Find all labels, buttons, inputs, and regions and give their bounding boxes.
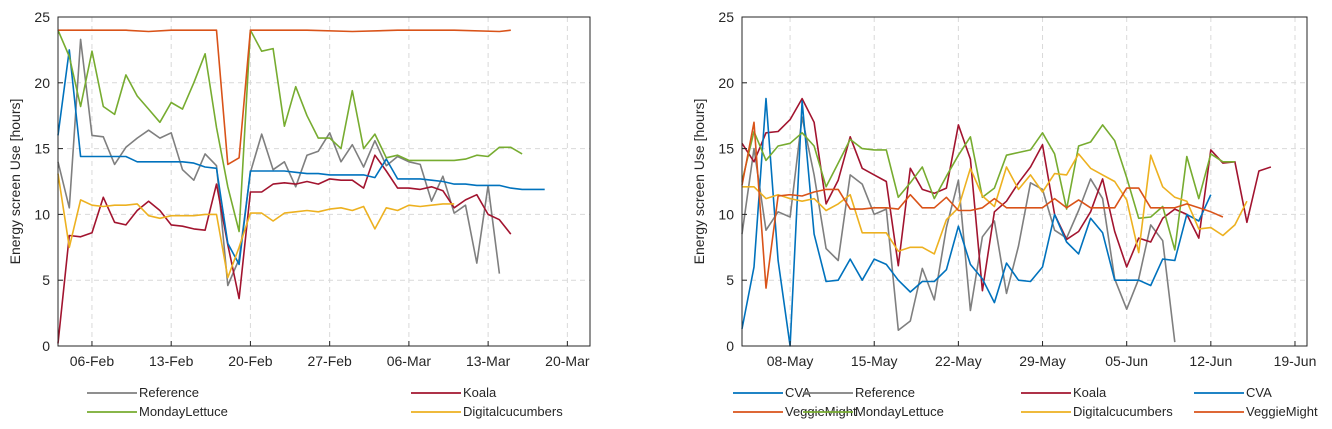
- series-line-cva: [741, 97, 1212, 347]
- legend-label: CVA: [1246, 385, 1272, 400]
- legend-label: Digitalcucumbers: [463, 404, 563, 419]
- x-tick-label: 22-May: [935, 353, 982, 369]
- x-tick-label: 13-Feb: [149, 353, 194, 369]
- y-tick-label: 5: [726, 272, 734, 288]
- y-tick-label: 10: [34, 206, 50, 222]
- y-tick-label: 0: [726, 338, 734, 354]
- axes-box: [57, 16, 591, 347]
- y-tick-label: 20: [718, 75, 734, 91]
- x-tick-label: 20-Mar: [545, 353, 590, 369]
- series-line-veggiemight: [741, 121, 1224, 289]
- legend-label: CVA: [785, 385, 811, 400]
- legend-label: MondayLettuce: [139, 404, 228, 419]
- y-tick-label: 0: [42, 338, 50, 354]
- legend-label: Reference: [139, 385, 199, 400]
- x-tick-label: 12-Jun: [1189, 353, 1232, 369]
- y-tick-label: 5: [42, 272, 50, 288]
- axes-box: [741, 16, 1308, 347]
- legend-label: Koala: [1073, 385, 1107, 400]
- x-tick-label: 06-Mar: [387, 353, 432, 369]
- chart-panel-2: 0 5 10 15 20 25 08-May 15-May 22-May 29-May 05-Jun…: [691, 9, 1318, 419]
- legend-label: Reference: [855, 385, 915, 400]
- series-line-digitalcucumbers: [742, 153, 1248, 255]
- y-axis-label: Energy screen Use [hours]: [7, 99, 23, 265]
- legend-label: Koala: [463, 385, 497, 400]
- series-line-mondaylettuce: [57, 29, 523, 233]
- series-line-cva: [57, 49, 545, 266]
- x-tick-label: 27-Feb: [307, 353, 352, 369]
- x-tick-label: 06-Feb: [70, 353, 115, 369]
- series-line-mondaylettuce: [741, 124, 1235, 251]
- x-tick-label: 08-May: [767, 353, 814, 369]
- x-tick-label: 29-May: [1019, 353, 1066, 369]
- x-tick-label: 20-Feb: [228, 353, 273, 369]
- y-tick-label: 15: [718, 141, 734, 157]
- chart-panel-1: 0 5 10 15 20 25 06-Feb 13-Feb 20-Feb 27-Feb 06-Mar…: [7, 9, 857, 419]
- y-axis-label: Energy screen Use [hours]: [691, 99, 707, 265]
- y-tick-label: 10: [718, 206, 734, 222]
- series-line-veggiemight: [58, 29, 511, 166]
- y-tick-label: 15: [34, 141, 50, 157]
- legend-label: Digitalcucumbers: [1073, 404, 1173, 419]
- x-tick-label: 13-Mar: [466, 353, 511, 369]
- x-tick-label: 05-Jun: [1105, 353, 1148, 369]
- legend-label: VeggieMight: [1246, 404, 1318, 419]
- legend: Reference Koala CVA MondayLettuce Digitalcuc…: [87, 385, 857, 419]
- series-line-koala: [741, 97, 1272, 292]
- series-line-koala: [57, 154, 512, 344]
- legend-label: MondayLettuce: [855, 404, 944, 419]
- y-tick-label: 25: [718, 9, 734, 25]
- x-tick-label: 19-Jun: [1274, 353, 1317, 369]
- y-tick-label: 25: [34, 9, 50, 25]
- y-tick-label: 20: [34, 75, 50, 91]
- series-line-digitalcucumbers: [57, 173, 455, 279]
- series-line-reference: [741, 116, 1176, 343]
- series-line-reference: [57, 38, 501, 287]
- x-tick-label: 15-May: [851, 353, 898, 369]
- legend: Reference Koala CVA MondayLettuce Digitalcuc…: [803, 385, 1318, 419]
